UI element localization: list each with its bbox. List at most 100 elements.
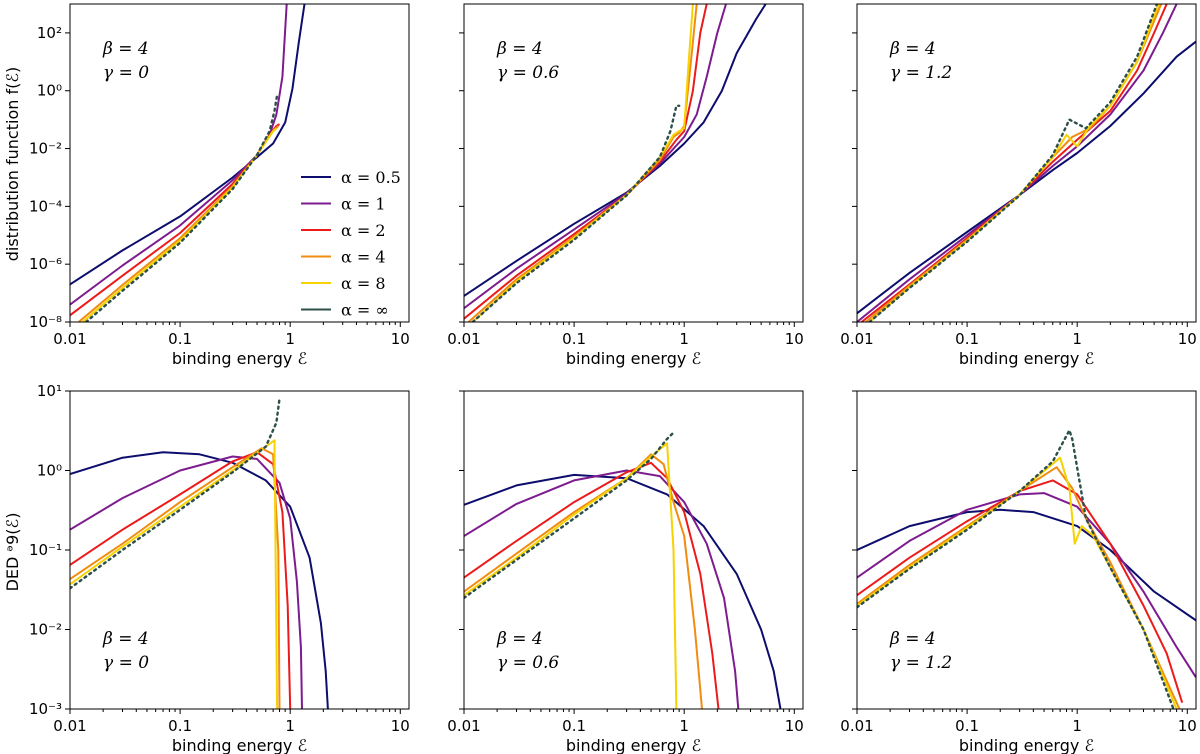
y-tick-label: 10⁻³ bbox=[29, 700, 62, 718]
series-line-alpha-2 bbox=[464, 461, 720, 709]
gamma-annotation: γ = 0.6 bbox=[497, 653, 559, 673]
beta-annotation: β = 4 bbox=[496, 39, 543, 59]
legend: α = 0.5 α = 1 α = 2 α = 4 α = 8 α = ∞ bbox=[301, 168, 401, 320]
x-tick-label: 0.1 bbox=[168, 717, 192, 735]
y-tick-label: 10¹ bbox=[37, 382, 62, 400]
x-tick-label: 10 bbox=[391, 717, 410, 735]
series-line-alpha-1 bbox=[857, 492, 1196, 678]
x-axis-label: binding energy ℰ bbox=[566, 736, 702, 754]
x-tick-label: 0.01 bbox=[840, 330, 873, 348]
panel-top-middle: 0.01 0.1 1 10 binding energy ℰ β = 4 γ = 0.6 bbox=[447, 3, 804, 368]
series-line-alpha-4 bbox=[857, 466, 1181, 709]
beta-annotation: β = 4 bbox=[889, 629, 936, 649]
x-axis-label: binding energy ℰ bbox=[959, 349, 1095, 368]
x-tick-label: 1 bbox=[679, 330, 689, 348]
series-line-alpha-inf bbox=[84, 93, 279, 322]
series-group bbox=[857, 4, 1196, 322]
legend-entry: α = 1 bbox=[341, 195, 386, 214]
x-tick-label: 0.01 bbox=[53, 717, 86, 735]
series-line-alpha-8 bbox=[464, 442, 678, 709]
panel-top-right: 0.01 0.1 1 10 binding energy ℰ β = 4 γ = 1.2 bbox=[840, 3, 1197, 368]
y-tick-label: 10⁻⁴ bbox=[29, 197, 62, 215]
legend-entry: α = 8 bbox=[341, 274, 386, 293]
series-line-alpha-0p5 bbox=[857, 40, 1196, 315]
x-tick-label: 0.1 bbox=[562, 330, 586, 348]
gamma-annotation: γ = 0 bbox=[103, 63, 149, 83]
x-tick-label: 0.01 bbox=[840, 717, 873, 735]
beta-annotation: β = 4 bbox=[889, 39, 936, 59]
x-tick-label: 10 bbox=[785, 717, 804, 735]
series-group bbox=[857, 429, 1196, 709]
x-tick-label: 1 bbox=[1072, 717, 1082, 735]
beta-annotation: β = 4 bbox=[102, 629, 149, 649]
legend-entry: α = ∞ bbox=[341, 301, 389, 320]
x-tick-label: 0.01 bbox=[447, 717, 480, 735]
panel-bottom-right: 0.01 0.1 1 10 binding energy ℰ β = 4 γ = 1.2 bbox=[840, 390, 1197, 754]
beta-annotation: β = 4 bbox=[102, 39, 149, 59]
x-axis-label: binding energy ℰ bbox=[566, 349, 702, 368]
y-tick-label: 10⁻² bbox=[29, 140, 62, 158]
series-line-alpha-2 bbox=[464, 4, 708, 320]
series-line-alpha-inf bbox=[868, 4, 1159, 322]
series-line-alpha-8 bbox=[472, 4, 694, 322]
series-line-alpha-8 bbox=[70, 439, 279, 709]
x-tick-label: 0.1 bbox=[168, 330, 192, 348]
x-axis-label: binding energy ℰ bbox=[172, 349, 308, 368]
y-axis-label-bottom: DED ᵊ9(ℰ) bbox=[3, 513, 22, 592]
series-line-alpha-8 bbox=[857, 456, 1178, 709]
series-line-alpha-0p5 bbox=[70, 4, 306, 286]
series-line-alpha-2 bbox=[860, 4, 1168, 322]
legend-entry: α = 4 bbox=[341, 248, 386, 267]
x-tick-label: 0.01 bbox=[53, 330, 86, 348]
series-line-alpha-1 bbox=[70, 455, 303, 709]
series-group bbox=[464, 431, 782, 709]
series-line-alpha-4 bbox=[78, 125, 280, 322]
series-line-alpha-4 bbox=[464, 453, 703, 709]
series-line-alpha-inf bbox=[464, 431, 675, 600]
series-line-alpha-0p5 bbox=[70, 451, 329, 709]
x-tick-label: 1 bbox=[285, 330, 295, 348]
panel-bottom-middle: 0.01 0.1 1 10 binding energy ℰ β = 4 γ = 0.6 bbox=[447, 390, 804, 754]
y-tick-label: 10⁻⁶ bbox=[29, 255, 62, 273]
series-group bbox=[464, 4, 767, 322]
gamma-annotation: γ = 1.2 bbox=[890, 653, 952, 673]
x-tick-label: 0.1 bbox=[562, 717, 586, 735]
x-tick-label: 0.1 bbox=[955, 717, 979, 735]
series-line-alpha-4 bbox=[70, 447, 281, 709]
y-tick-label: 10² bbox=[37, 24, 62, 42]
x-tick-label: 10 bbox=[1178, 717, 1197, 735]
panel-bottom-left: 0.01 0.1 1 10 binding energy ℰ 10⁻³ 10⁻² 10⁻¹ 10… bbox=[29, 382, 410, 754]
panel-top-left: 0.01 0.1 1 10 binding energy ℰ 10⁻⁸ 10⁻⁶ 10⁻⁴ 10… bbox=[29, 3, 410, 368]
x-tick-label: 1 bbox=[285, 717, 295, 735]
x-tick-label: 0.01 bbox=[447, 330, 480, 348]
series-group bbox=[70, 4, 306, 322]
beta-annotation: β = 4 bbox=[496, 629, 543, 649]
gamma-annotation: γ = 0 bbox=[103, 653, 149, 673]
series-line-alpha-inf bbox=[70, 397, 281, 590]
x-tick-label: 10 bbox=[1178, 330, 1197, 348]
y-tick-label: 10⁻¹ bbox=[29, 541, 62, 559]
x-axis-label: binding energy ℰ bbox=[959, 736, 1095, 754]
x-tick-label: 10 bbox=[391, 330, 410, 348]
series-group bbox=[70, 397, 329, 709]
series-line-alpha-2 bbox=[857, 479, 1184, 703]
series-line-alpha-1 bbox=[464, 4, 727, 309]
y-tick-label: 10⁰ bbox=[37, 462, 62, 480]
series-line-alpha-1 bbox=[464, 469, 740, 709]
series-line-alpha-4 bbox=[467, 4, 698, 322]
x-axis-label: binding energy ℰ bbox=[172, 736, 308, 754]
x-tick-label: 10 bbox=[785, 330, 804, 348]
x-tick-label: 1 bbox=[1072, 330, 1082, 348]
gamma-annotation: γ = 0.6 bbox=[497, 63, 559, 83]
plot-frame bbox=[69, 3, 410, 323]
series-line-alpha-0p5 bbox=[464, 4, 767, 297]
gamma-annotation: γ = 1.2 bbox=[890, 63, 952, 83]
x-tick-label: 0.1 bbox=[955, 330, 979, 348]
series-line-alpha-1 bbox=[857, 4, 1178, 322]
series-line-alpha-0p5 bbox=[857, 508, 1196, 622]
y-axis-label-top: distribution function f(ℰ) bbox=[3, 67, 22, 262]
series-line-alpha-inf bbox=[471, 104, 681, 322]
legend-entry: α = 2 bbox=[341, 221, 386, 240]
y-tick-label: 10⁻² bbox=[29, 621, 62, 639]
